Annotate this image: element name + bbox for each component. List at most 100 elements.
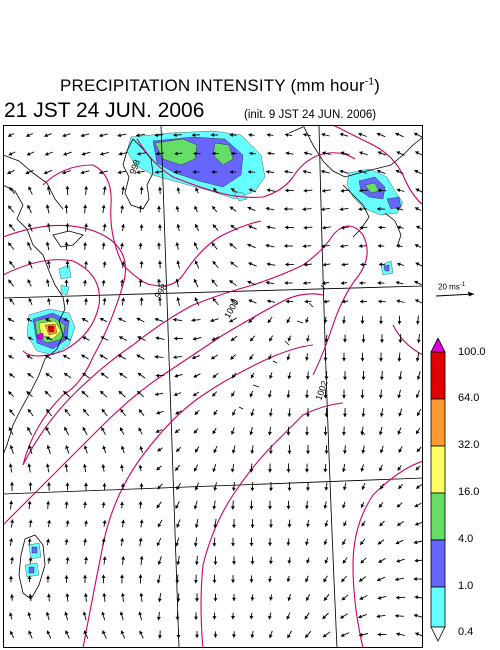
wind-arrow-head (324, 338, 329, 343)
wind-arrow-head (268, 469, 272, 473)
wind-arrow-head (248, 225, 253, 229)
wind-arrow-head (157, 205, 161, 209)
wind-arrow-head (26, 133, 30, 137)
wind-arrow-head (230, 430, 235, 435)
wind-arrow-head (194, 411, 199, 415)
wind-arrow-head (46, 409, 50, 413)
wind-arrow-head (339, 207, 344, 212)
wind-arrow-head (395, 577, 399, 582)
wind-arrow-head (379, 467, 383, 472)
wind-arrow-head (232, 597, 236, 601)
wind-arrow-head (232, 524, 236, 528)
precip-green (154, 138, 198, 166)
wind-arrow-head (62, 170, 66, 175)
wind-arrow-head (139, 519, 144, 523)
wind-arrow-head (65, 223, 70, 227)
wind-arrow-head (248, 262, 253, 266)
wind-arrow-head (175, 429, 179, 433)
wind-arrow-head (82, 427, 87, 431)
wind-arrow-head (9, 336, 13, 341)
wind-arrow-head (63, 152, 67, 156)
wind-arrow-head (28, 223, 32, 228)
wind-arrow-head (194, 205, 198, 210)
wind-arrow-head (380, 485, 384, 490)
wind-arrow-head (284, 207, 288, 211)
wind-arrow-head (361, 522, 366, 527)
precip-blue (31, 546, 38, 554)
wind-arrow-head (194, 524, 199, 528)
wind-arrow-head (231, 579, 235, 583)
wind-arrow-head (323, 541, 328, 545)
wind-arrow-head (360, 320, 365, 324)
wind-arrow-head (377, 151, 382, 155)
wind-arrow-head (45, 204, 50, 209)
wind-arrow-head (230, 468, 235, 473)
wind-arrow-head (231, 188, 235, 192)
wind-arrow-head (156, 504, 161, 509)
wind-arrow-head (229, 133, 233, 137)
wind-arrow-head (284, 244, 288, 248)
wind-arrow-head (8, 133, 12, 137)
wind-arrow-head (396, 632, 400, 637)
wind-arrow-head (360, 431, 365, 436)
wind-arrow-head (379, 522, 384, 527)
wind-arrow-head (9, 298, 14, 303)
wind-arrow-head (45, 373, 50, 377)
wind-arrow-head (173, 392, 178, 397)
wind-arrow-head (397, 225, 401, 230)
wind-arrow-head (379, 320, 383, 325)
wind-arrow-head (8, 355, 13, 359)
wind-arrow-head (192, 170, 196, 174)
wind-arrow-head (323, 395, 328, 399)
precip-cyan (60, 284, 70, 296)
wind-arrow-head (304, 615, 309, 620)
precip-cyan (232, 190, 248, 202)
wind-arrow-head (84, 186, 89, 190)
wind-arrow-head (360, 541, 364, 545)
wind-arrow-head (62, 133, 67, 138)
wind-arrow-head (268, 506, 272, 510)
wind-arrow-head (139, 446, 144, 450)
wind-arrow-head (378, 299, 382, 304)
wind-arrow-head (173, 133, 177, 138)
wind-arrow-head (247, 206, 252, 211)
wind-arrow-head (28, 519, 33, 524)
map-frame (3, 125, 423, 648)
wind-arrow-head (230, 298, 235, 303)
wind-arrow-head (359, 188, 363, 193)
wind-arrow-head (158, 635, 162, 639)
wind-arrow-head (139, 261, 144, 265)
wind-arrow-head (9, 187, 13, 191)
wind-arrow-head (396, 559, 400, 563)
wind-arrow-head (232, 374, 236, 379)
wind-arrow-head (64, 575, 69, 579)
wind-arrow-head (397, 321, 402, 325)
wind-arrow-head (359, 281, 363, 285)
wind-arrow-head (359, 151, 363, 155)
wind-arrow-head (45, 612, 50, 616)
wind-arrow-head (323, 633, 327, 638)
wind-arrow-head (212, 505, 217, 510)
wind-arrow-head (81, 151, 86, 156)
wind-arrow-head (414, 503, 419, 508)
wind-arrow-head (63, 318, 68, 322)
wind-arrow-head (64, 204, 69, 208)
wind-arrow-head (27, 500, 32, 505)
wind-arrow-head (99, 170, 103, 175)
wind-arrow-head (248, 299, 253, 303)
wind-arrow-head (324, 487, 329, 491)
wind-arrow-head (26, 355, 31, 359)
wind-arrow-head (249, 151, 253, 156)
wind-arrow-head (343, 413, 347, 417)
wind-arrow-head (323, 299, 327, 304)
wind-arrow-head (45, 152, 49, 156)
wind-arrow-head (230, 506, 235, 510)
wind-arrow-head (10, 482, 14, 486)
wind-arrow-head (342, 450, 347, 454)
wind-arrow-head (8, 391, 12, 396)
wind-arrow-head (118, 317, 123, 322)
wind-arrow-head (269, 375, 273, 379)
wind-arrow-head (286, 319, 291, 324)
wind-arrow-head (232, 634, 236, 638)
wind-arrow-head (175, 206, 180, 210)
